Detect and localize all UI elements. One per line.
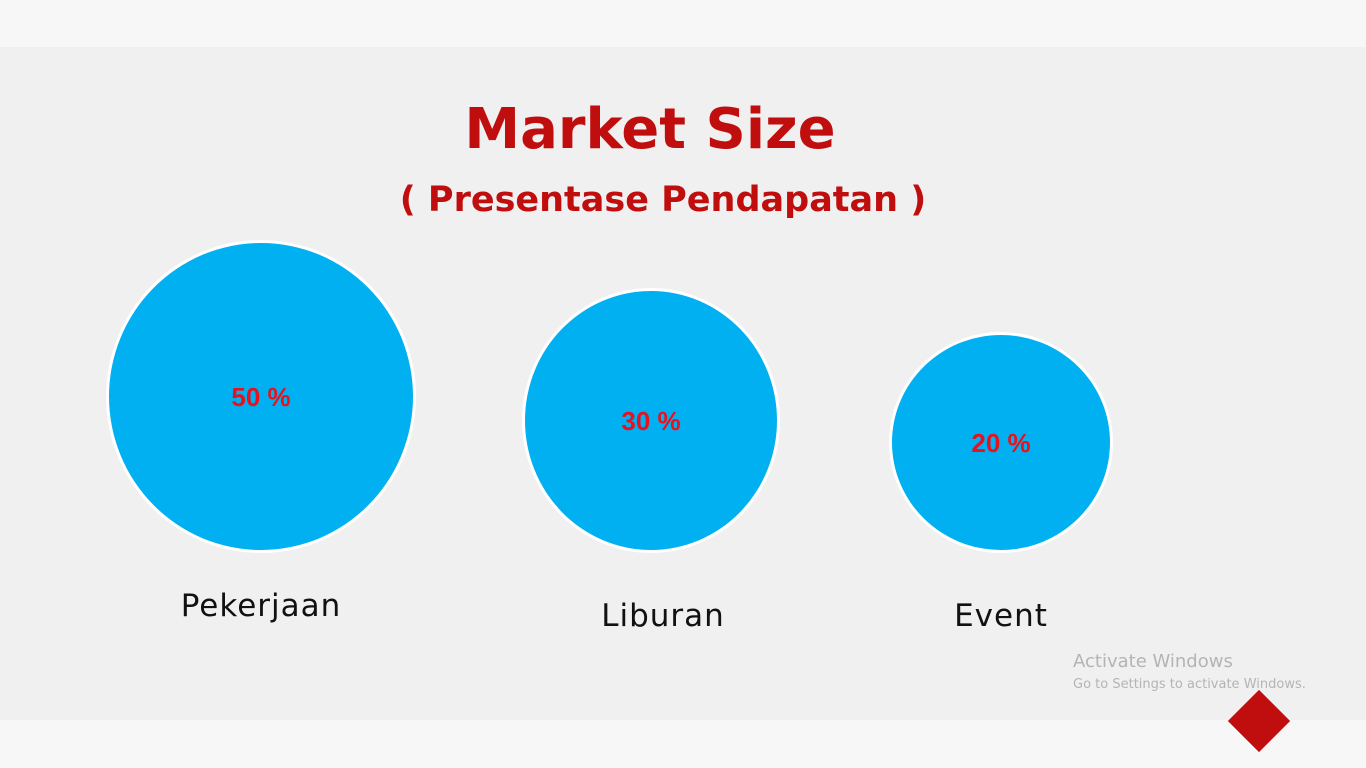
bubble-liburan: 30 % — [522, 288, 780, 553]
bubble-value-event: 20 % — [971, 427, 1031, 458]
bubble-pekerjaan: 50 % — [106, 240, 416, 553]
bubble-value-liburan: 30 % — [621, 405, 681, 436]
label-liburan: Liburan — [601, 598, 725, 634]
bubble-event: 20 % — [889, 332, 1113, 553]
slide-subtitle: ( Presentase Pendapatan ) — [399, 180, 927, 220]
label-event: Event — [954, 598, 1048, 634]
label-pekerjaan: Pekerjaan — [180, 588, 342, 624]
slide-title: Market Size — [464, 97, 836, 162]
bubble-value-pekerjaan: 50 % — [231, 381, 291, 412]
activate-windows-title: Activate Windows — [1073, 651, 1233, 672]
activate-windows-subtitle: Go to Settings to activate Windows. — [1073, 677, 1306, 692]
